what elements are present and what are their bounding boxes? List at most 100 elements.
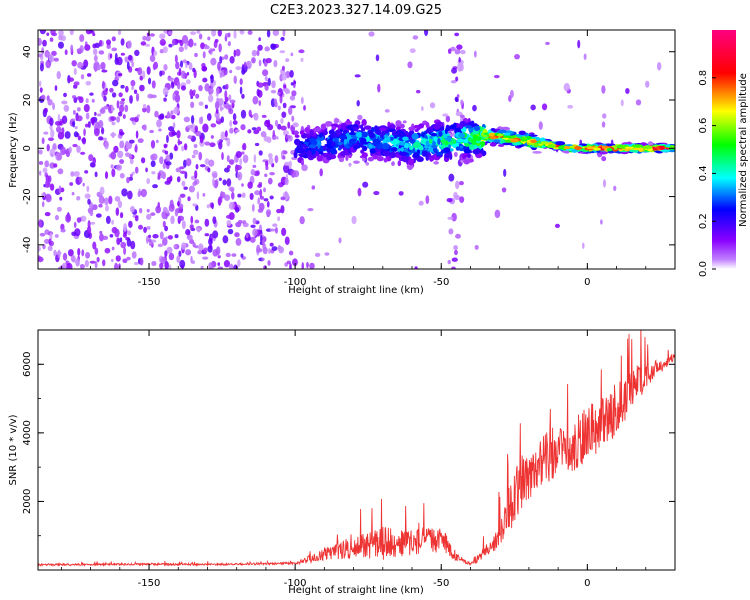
spectrogram-cell xyxy=(192,67,196,73)
spectrogram-cell xyxy=(497,133,503,137)
spectrogram-cell xyxy=(39,30,46,35)
spectrogram-cell xyxy=(160,256,166,265)
spectrogram-cell xyxy=(264,46,270,52)
spectrogram-cell xyxy=(190,101,195,109)
spectrogram-cell xyxy=(240,109,247,119)
spectrogram-cell xyxy=(73,81,80,86)
spectrogram-cell xyxy=(425,122,430,129)
spectrogram-cell xyxy=(89,30,93,33)
spectrogram-cell xyxy=(235,150,242,159)
spectrogram-cell xyxy=(444,127,448,135)
x-tick-label: 0 xyxy=(584,277,590,288)
spectrogram-cell xyxy=(119,140,125,149)
spectrogram-cell xyxy=(402,136,409,141)
spectrogram-cell xyxy=(454,32,460,37)
spectrogram-cell xyxy=(466,153,472,159)
spectrogram-cell xyxy=(87,121,91,128)
spectrogram-cell xyxy=(407,61,413,69)
spectrogram-cell xyxy=(425,140,430,145)
spectrogram-cell xyxy=(606,143,613,147)
spectrogram-cell xyxy=(252,217,257,225)
spectrogram-cell xyxy=(120,52,125,56)
spectrogram-cell xyxy=(361,152,368,158)
spectrogram-cell xyxy=(325,120,333,127)
colorbar-tick-label: 0.8 xyxy=(698,70,709,86)
spectrogram-cell xyxy=(111,258,114,262)
spectrogram-cell xyxy=(280,125,287,131)
colorbar-tick-label: 0.0 xyxy=(698,261,709,277)
spectrogram-cell xyxy=(78,96,84,104)
spectrogram-cell xyxy=(208,49,212,54)
spectrogram-cell xyxy=(239,30,245,35)
spectrogram-cell xyxy=(265,57,272,64)
spectrogram-cell xyxy=(267,260,271,266)
spectrogram-cell xyxy=(525,135,532,140)
spectrogram-cell xyxy=(38,53,43,58)
spectrogram-cell xyxy=(431,144,438,149)
spectrogram-cell xyxy=(258,150,263,156)
spectrogram-cell xyxy=(119,100,125,105)
spectrogram-cell xyxy=(58,185,62,194)
spectrogram-cell xyxy=(142,35,147,41)
spectrogram-cell xyxy=(126,256,131,261)
spectrogram-cell xyxy=(613,185,617,192)
spectrogram-cell xyxy=(194,170,198,179)
spectrogram-cell xyxy=(411,133,419,140)
spectrogram-cell xyxy=(73,131,79,138)
spectrogram-cell xyxy=(166,113,173,119)
spectrogram-cell xyxy=(272,223,278,228)
spectrogram-cell xyxy=(395,120,402,126)
spectrogram-cell xyxy=(121,188,128,197)
spectrogram-cell xyxy=(139,257,144,266)
spectrogram-cell xyxy=(233,75,237,84)
spectrogram-cell xyxy=(385,136,391,143)
spectrogram-cell xyxy=(70,171,75,177)
spectrogram-cell xyxy=(118,104,125,113)
spectrogram-cell xyxy=(270,89,277,94)
spectrogram-cell xyxy=(71,60,77,67)
spectrogram-cell xyxy=(333,137,338,144)
spectrogram-cell xyxy=(110,132,117,137)
spectrogram-cell xyxy=(289,262,292,269)
spectrogram-cell xyxy=(429,102,436,109)
spectrogram-cell xyxy=(220,106,224,111)
spectrogram-cell xyxy=(179,193,186,198)
spectrogram-cell xyxy=(225,214,232,219)
spectrogram-cell xyxy=(165,236,168,240)
spectrogram-cell xyxy=(453,245,458,251)
spectrogram-cell xyxy=(155,139,159,144)
spectrogram-cell xyxy=(629,149,636,153)
spectrogram-cell xyxy=(376,155,384,162)
spectrogram-cell xyxy=(274,119,279,127)
spectrogram-cell xyxy=(165,161,172,166)
spectrogram-cell xyxy=(384,109,390,113)
spectrogram-cell xyxy=(129,158,134,165)
spectrogram-cell xyxy=(116,116,121,123)
spectrogram-cell xyxy=(38,80,42,87)
spectrogram-cell xyxy=(228,159,235,165)
spectrogram-y-label: Frequency (Hz) xyxy=(8,112,19,188)
spectrogram-cell xyxy=(307,208,314,212)
spectrogram-cell xyxy=(196,191,200,200)
spectrogram-cell xyxy=(142,70,146,80)
spectrogram-cell xyxy=(547,144,556,149)
spectrogram-cell xyxy=(270,43,275,49)
spectrogram-cell xyxy=(212,177,215,187)
spectrogram-cell xyxy=(56,152,63,161)
spectrogram-cell xyxy=(179,170,186,174)
spectrogram-cell xyxy=(142,107,147,113)
spectrogram-cell xyxy=(63,104,70,112)
spectrogram-cell xyxy=(472,148,481,155)
spectrogram-cell xyxy=(282,102,287,109)
spectrogram-cell xyxy=(94,111,97,116)
spectrogram-cell xyxy=(538,121,543,130)
spectrogram-cell xyxy=(185,249,192,256)
spectrogram-cell xyxy=(500,126,511,131)
spectrogram-cell xyxy=(38,161,44,165)
y-tick-label: 20 xyxy=(22,94,33,107)
spectrogram-cell xyxy=(267,177,273,185)
spectrogram-cell xyxy=(256,126,262,132)
spectrogram-cell xyxy=(68,146,72,154)
spectrogram-cell xyxy=(184,43,188,50)
spectrogram-cell xyxy=(261,257,265,261)
